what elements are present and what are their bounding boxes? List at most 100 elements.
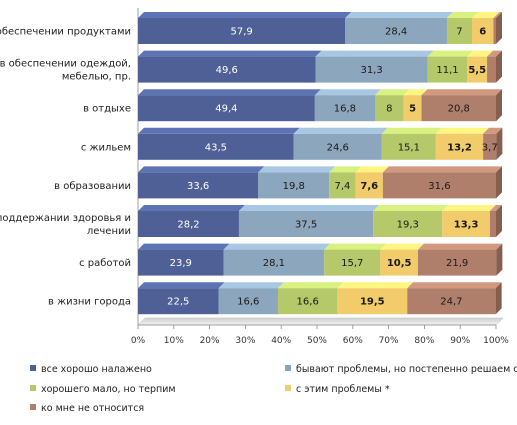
- data-label: 49,4: [215, 104, 237, 115]
- legend-swatch: [30, 385, 36, 391]
- bar-segment: [374, 95, 404, 122]
- bar-segment-top: [138, 282, 225, 289]
- bar-segment: [382, 172, 496, 199]
- data-label: 21,9: [446, 258, 468, 269]
- data-label: 28,1: [263, 258, 285, 269]
- bar-segment: [421, 95, 496, 122]
- bar-segment: [417, 249, 497, 276]
- legend-label: все хорошо налажено: [41, 364, 152, 375]
- bar-segment-side: [496, 205, 502, 237]
- data-label: 6: [479, 27, 486, 38]
- chart-floor: [137, 317, 504, 326]
- bar-segment-top: [403, 89, 428, 96]
- data-label: 5: [409, 104, 416, 115]
- bar-segment: [467, 56, 488, 83]
- bar-segment-top: [324, 243, 387, 250]
- bar-segment-side: [496, 243, 503, 276]
- bar-segment-top: [382, 166, 502, 173]
- data-label: 23,9: [170, 258, 192, 269]
- bar-segment: [373, 211, 443, 237]
- bar-segment: [337, 288, 408, 315]
- bar-segment-top: [381, 127, 442, 134]
- legend-swatch: [30, 404, 36, 410]
- x-tick-group: 0% 10% 20% 30% 40% 50% 60% 70% 80% 90% 100%: [131, 325, 509, 346]
- data-label: 15,7: [341, 258, 363, 269]
- data-label: 5,5: [468, 65, 486, 76]
- data-label: 20,8: [448, 104, 470, 115]
- bar-segment: [407, 288, 496, 315]
- bar-segment-top: [417, 243, 503, 250]
- x-tick-label: 90%: [450, 336, 470, 346]
- data-label: 16,6: [237, 297, 259, 308]
- bar-segment-top: [355, 166, 389, 173]
- data-label: 7,4: [334, 181, 350, 192]
- bar-segment-side: [496, 50, 502, 83]
- bar-segment: [403, 95, 422, 122]
- bar-segment-top: [138, 166, 265, 173]
- bar-segment: [138, 133, 294, 160]
- legend-label: бывают проблемы, но постепенно решаем са…: [296, 364, 517, 375]
- bar-row: [138, 166, 502, 199]
- bar-segment-top: [223, 243, 331, 250]
- x-tick-label: 30%: [235, 336, 255, 346]
- bar-row: [138, 243, 503, 276]
- bar-row: [138, 282, 502, 315]
- bar-segment-top: [345, 12, 453, 18]
- data-label: 15,1: [398, 142, 420, 153]
- bar-segment: [446, 18, 473, 44]
- data-label: 19,5: [360, 297, 385, 308]
- bar-segment-side: [496, 127, 503, 160]
- data-label: 13,2: [447, 142, 472, 153]
- bar-segment: [427, 56, 468, 83]
- chart-legend: все хорошо налажено бывают проблемы, но п…: [30, 364, 517, 414]
- bar-segment: [138, 172, 259, 199]
- category-label: в образовании: [54, 181, 131, 192]
- data-label: 31,6: [428, 181, 450, 192]
- bar-segment: [218, 288, 278, 315]
- bar-segment: [223, 249, 325, 276]
- bar-segment-top: [435, 127, 490, 134]
- x-tick-label: 60%: [343, 336, 363, 346]
- category-label: в отдыхе: [83, 104, 131, 115]
- x-tick-label: 20%: [200, 336, 220, 346]
- bar-segment-top: [373, 205, 449, 211]
- bar-segment: [345, 18, 447, 44]
- bar-segment: [442, 211, 490, 237]
- data-label: 11,1: [436, 65, 458, 76]
- bar-segment-top: [315, 50, 434, 57]
- bar-row: [138, 89, 502, 122]
- bar-row: [138, 205, 502, 237]
- bar-segment: [314, 95, 375, 122]
- category-label: в обеспечении продуктами: [0, 27, 131, 38]
- data-label: 28,4: [385, 27, 407, 38]
- legend-swatch: [285, 385, 291, 391]
- bar-segment-top: [427, 50, 474, 57]
- bar-segment: [138, 211, 239, 237]
- bar-segment: [138, 56, 316, 83]
- data-label: 37,5: [295, 220, 317, 231]
- bar-segment: [324, 249, 381, 276]
- x-tick-label: 0%: [131, 336, 146, 346]
- bar-segment-top: [467, 50, 494, 57]
- bar-row: [138, 50, 502, 83]
- bar-segment-top: [277, 282, 344, 289]
- bar-segment-top: [138, 89, 321, 96]
- data-label: 10,5: [387, 258, 412, 269]
- x-tick-label: 10%: [164, 336, 184, 346]
- data-label: 19,8: [283, 181, 305, 192]
- bar-series-group: [138, 12, 503, 315]
- bar-segment: [138, 18, 346, 44]
- legend-label: с этим проблемы *: [296, 384, 390, 395]
- data-label: 8: [386, 104, 392, 115]
- category-label: с работой: [79, 258, 131, 269]
- bar-row: [138, 12, 502, 44]
- bar-segment-side: [496, 12, 502, 44]
- category-label: в поддержании здоровья и: [0, 213, 131, 224]
- category-label: в обеспечении одеждой,: [0, 59, 131, 70]
- bar-segment-top: [337, 282, 414, 289]
- bar-segment: [355, 172, 383, 199]
- category-label-group: в обеспечении продуктами в обеспечении од…: [0, 27, 131, 308]
- category-label: лечении: [87, 226, 131, 237]
- bar-segment: [138, 249, 224, 276]
- bar-segment-top: [421, 89, 502, 96]
